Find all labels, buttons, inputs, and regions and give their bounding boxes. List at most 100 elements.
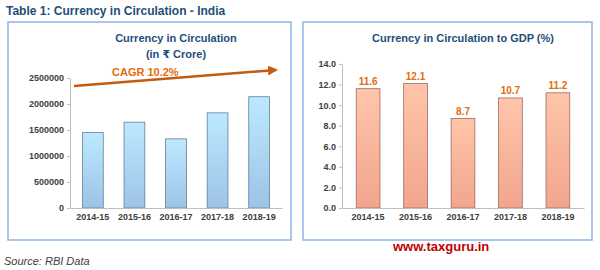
- source-note: Source: RBI Data: [4, 255, 90, 267]
- y-tick-label: 12.0: [318, 80, 336, 90]
- watermark: www.taxguru.in: [392, 239, 489, 254]
- x-tick-label: 2016-17: [446, 212, 479, 222]
- x-axis-line: [343, 208, 585, 209]
- bar: [546, 93, 570, 208]
- data-labels: 11.6 12.1 8.7 10.7 11.2: [359, 71, 568, 117]
- y-tick-mark: [67, 130, 70, 131]
- y-tick: 14.0: [318, 59, 342, 69]
- y-tick: 4.0: [323, 162, 342, 172]
- y-tick-mark: [339, 167, 342, 168]
- y-tick-label: 1500000: [29, 125, 64, 135]
- chart-title: Currency in Circulation to GDP (%): [372, 32, 554, 44]
- y-tick-mark: [339, 64, 342, 65]
- y-tick-label: 0.0: [323, 203, 336, 213]
- x-tick: 2015-16: [399, 208, 432, 222]
- panel-frame: [8, 22, 291, 240]
- y-tick: 10.0: [318, 101, 342, 111]
- data-label: 8.7: [456, 106, 470, 117]
- x-axis: 2014-15 2015-16 2016-17 2017-18 2018-19: [343, 208, 585, 222]
- y-axis-line: [70, 79, 71, 209]
- y-tick-mark: [339, 187, 342, 188]
- y-tick-label: 2.0: [323, 183, 336, 193]
- x-tick-label: 2018-19: [243, 212, 276, 222]
- y-tick-label: 1000000: [29, 151, 64, 161]
- x-axis: 2014-15 2015-16 2016-17 2017-18 2018-19: [71, 208, 283, 222]
- bar: [499, 98, 523, 208]
- y-axis: 0 500000 1000000 1500000 2000000 2500000: [29, 73, 71, 213]
- y-tick: 2000000: [29, 99, 70, 109]
- y-tick-mark: [67, 208, 70, 209]
- chart-page: Table 1: Currency in Circulation - India…: [0, 0, 600, 270]
- y-tick: 2.0: [323, 183, 342, 193]
- x-tick: 2015-16: [118, 208, 151, 222]
- page-title: Table 1: Currency in Circulation - India: [6, 4, 225, 18]
- chart-panel: Currency in Circulation to GDP (%) 0.0 2.0…: [303, 22, 592, 240]
- bar: [166, 139, 187, 208]
- x-tick: 2014-15: [352, 208, 385, 222]
- bars: [356, 84, 570, 208]
- y-tick-mark: [339, 208, 342, 209]
- data-label: 12.1: [406, 71, 426, 82]
- y-tick: 2500000: [29, 73, 70, 83]
- x-tick-label: 2014-15: [76, 212, 109, 222]
- y-axis: 0.0 2.0 4.0 6.0 8.0 10.0 12.0 14.0: [318, 59, 342, 213]
- x-axis-line: [71, 208, 283, 209]
- y-tick-mark: [67, 156, 70, 157]
- x-tick: 2018-19: [243, 208, 276, 222]
- chart-panel: Currency in Circulation (in ₹ Crore) 0 5000…: [8, 22, 291, 240]
- y-tick: 0.0: [323, 203, 342, 213]
- y-tick-label: 14.0: [318, 59, 336, 69]
- chart-subtitle: (in ₹ Crore): [146, 48, 207, 60]
- x-tick: 2014-15: [76, 208, 109, 222]
- chart-title: Currency in Circulation: [115, 32, 237, 44]
- y-tick: 8.0: [323, 121, 342, 131]
- x-tick: 2016-17: [446, 208, 479, 222]
- bars: [82, 97, 269, 208]
- data-label: 11.6: [359, 76, 378, 87]
- bar: [82, 133, 103, 208]
- x-tick: 2018-19: [541, 208, 574, 222]
- y-tick-mark: [67, 104, 70, 105]
- y-tick-label: 10.0: [318, 101, 336, 111]
- y-tick-label: 2000000: [29, 99, 64, 109]
- x-tick-label: 2018-19: [541, 212, 574, 222]
- bar: [356, 89, 380, 208]
- y-tick-mark: [339, 126, 342, 127]
- bar: [451, 119, 475, 208]
- y-tick-label: 500000: [34, 177, 64, 187]
- x-tick-label: 2015-16: [118, 212, 151, 222]
- bar: [404, 84, 428, 208]
- x-tick: 2016-17: [159, 208, 192, 222]
- y-tick-label: 2500000: [29, 73, 64, 83]
- data-label: 11.2: [548, 80, 567, 91]
- bar: [207, 113, 228, 208]
- y-tick-label: 4.0: [323, 162, 336, 172]
- y-tick-mark: [339, 105, 342, 106]
- x-tick-label: 2014-15: [352, 212, 385, 222]
- bar: [249, 97, 270, 208]
- x-tick-label: 2016-17: [159, 212, 192, 222]
- y-axis-line: [342, 65, 343, 209]
- data-label: 10.7: [501, 85, 521, 96]
- panel-frame: [303, 22, 592, 240]
- y-tick-mark: [339, 146, 342, 147]
- y-tick-mark: [67, 182, 70, 183]
- y-tick-mark: [339, 85, 342, 86]
- y-tick-label: 8.0: [323, 121, 336, 131]
- y-tick-label: 6.0: [323, 142, 336, 152]
- y-tick-label: 0: [59, 203, 64, 213]
- y-tick: 1500000: [29, 125, 70, 135]
- y-tick: 12.0: [318, 80, 342, 90]
- y-tick-mark: [67, 78, 70, 79]
- x-tick: 2017-18: [201, 208, 234, 222]
- y-tick: 500000: [34, 177, 70, 187]
- x-tick-label: 2017-18: [201, 212, 234, 222]
- y-tick: 1000000: [29, 151, 70, 161]
- x-tick-label: 2017-18: [494, 212, 527, 222]
- annotation: CAGR 10.2%: [112, 66, 179, 78]
- y-tick: 6.0: [323, 142, 342, 152]
- x-tick-label: 2015-16: [399, 212, 432, 222]
- x-tick: 2017-18: [494, 208, 527, 222]
- bar: [124, 122, 145, 208]
- y-tick: 0: [59, 203, 70, 213]
